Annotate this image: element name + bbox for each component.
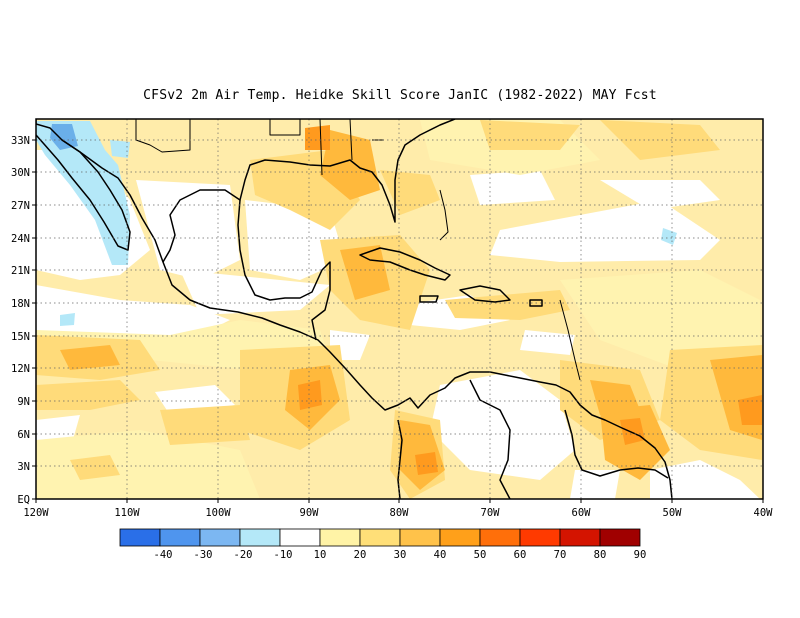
map-title: CFSv2 2m Air Temp. Heidke Skill Score Ja…: [143, 88, 657, 103]
colorbar-tick-label: 90: [634, 549, 647, 561]
yucatan: [237, 199, 331, 341]
lon-label: 50W: [663, 507, 683, 519]
lat-label: 24N: [11, 233, 30, 245]
lon-labels: 120W 110W 100W 90W 80W 70W 60W 50W 40W: [23, 507, 773, 519]
lon-label: 70W: [481, 507, 501, 519]
colorbar-tick-label: 50: [474, 549, 487, 561]
colorbar-tick-label: 40: [434, 549, 447, 561]
lat-label: 12N: [11, 363, 30, 375]
colorbar-swatch: [119, 528, 161, 547]
colorbar-tick-labels: -40 -30 -20 -10 10 20 30 40 50 60 70 80 …: [154, 549, 647, 561]
negative-skill-regions: [36, 121, 677, 326]
puerto-rico: [529, 299, 543, 307]
gridlines: [36, 119, 763, 499]
colorbar-swatches: [119, 528, 641, 547]
colorbar: -40 -30 -20 -10 10 20 30 40 50 60 70 80 …: [119, 528, 647, 561]
orange-regions: [60, 130, 762, 490]
colorbar-tick-label: 30: [394, 549, 407, 561]
lat-label: 18N: [11, 298, 30, 310]
baja-california: [36, 119, 131, 251]
gulf-coast: [162, 119, 456, 263]
state-borders: [269, 119, 301, 136]
cuba: [359, 247, 451, 281]
colorbar-tick-label: -10: [274, 549, 293, 561]
lat-label: 9N: [17, 396, 30, 408]
colorbar-tick-label: 80: [594, 549, 607, 561]
light-yellow-regions: [36, 120, 760, 499]
lon-label: 80W: [390, 507, 410, 519]
lon-label: 110W: [114, 507, 140, 519]
lon-label: 60W: [572, 507, 592, 519]
lat-label: 3N: [17, 461, 30, 473]
lon-label: 120W: [23, 507, 49, 519]
jamaica: [419, 295, 439, 303]
colorbar-tick-label: -30: [194, 549, 213, 561]
bahamas: [439, 189, 449, 241]
lat-label: 33N: [11, 135, 30, 147]
colorbar-swatch: [239, 528, 281, 547]
lon-label: 90W: [300, 507, 320, 519]
colorbar-swatch: [559, 528, 601, 547]
colorbar-tick-label: 20: [354, 549, 367, 561]
lat-label: 27N: [11, 200, 30, 212]
colorbar-tick-label: 60: [514, 549, 527, 561]
colorbar-swatch: [399, 528, 441, 547]
venezuela-border: [469, 379, 511, 499]
lat-label: EQ: [17, 494, 30, 506]
us-mexico-border: [135, 119, 191, 153]
colorbar-tick-label: 70: [554, 549, 567, 561]
colorbar-swatch: [199, 528, 241, 547]
map-panel: [36, 119, 763, 499]
colorbar-swatch: [479, 528, 521, 547]
colorbar-swatch: [159, 528, 201, 547]
colorbar-tick-label: -20: [234, 549, 253, 561]
white-regions: [36, 150, 760, 499]
colorbar-swatch: [439, 528, 481, 547]
lat-label: 15N: [11, 331, 30, 343]
lon-label: 100W: [205, 507, 231, 519]
lat-label: 30N: [11, 167, 30, 179]
lat-label: 6N: [17, 429, 30, 441]
colorbar-tick-label: -40: [154, 549, 173, 561]
guianas-border: [564, 409, 669, 479]
hispaniola: [459, 285, 511, 303]
deep-orange-regions: [298, 125, 762, 475]
lon-label: 40W: [754, 507, 774, 519]
colorbar-swatch: [519, 528, 561, 547]
colorbar-swatch: [279, 528, 321, 547]
colorbar-swatch: [319, 528, 361, 547]
coastlines: [36, 119, 673, 499]
colorbar-swatch: [359, 528, 401, 547]
colorbar-tick-label: 10: [314, 549, 327, 561]
tick-marks: [32, 139, 764, 503]
lat-labels: 33N 30N 27N 24N 21N 18N 15N 12N 9N 6N 3N…: [11, 135, 30, 506]
lat-label: 21N: [11, 265, 30, 277]
colombia-border: [397, 419, 403, 499]
lesser-antilles: [559, 299, 581, 381]
colorbar-swatch: [599, 528, 641, 547]
